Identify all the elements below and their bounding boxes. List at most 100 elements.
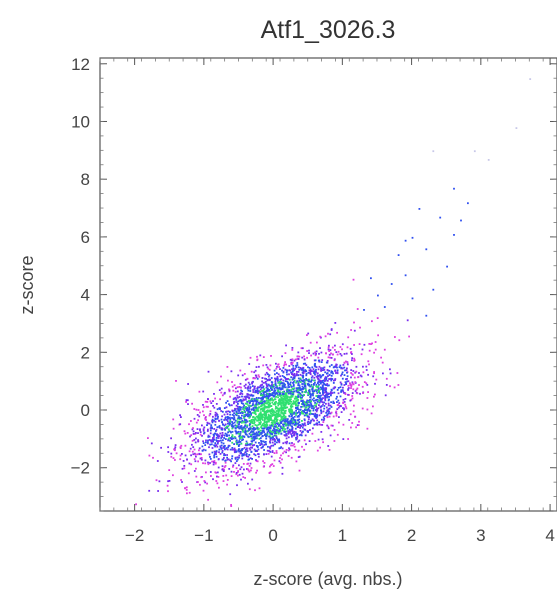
data-point [246, 403, 248, 405]
data-point [305, 374, 308, 377]
data-point [284, 434, 287, 437]
data-point [303, 404, 306, 407]
data-point [251, 425, 254, 427]
data-point [231, 427, 234, 430]
data-point [240, 442, 243, 445]
data-point [193, 408, 196, 410]
data-point [281, 429, 284, 432]
data-point [319, 335, 322, 338]
data-point [234, 436, 236, 438]
data-point [259, 391, 261, 394]
data-point [356, 424, 359, 426]
data-point [236, 386, 239, 389]
data-point [264, 373, 267, 376]
data-point [326, 383, 329, 385]
data-point [339, 405, 341, 408]
data-point [331, 378, 334, 380]
data-point [326, 369, 329, 371]
data-point [329, 412, 331, 415]
outlier-point [377, 294, 379, 297]
data-point [215, 450, 218, 452]
data-point [226, 448, 229, 451]
data-point [275, 367, 278, 370]
data-point [289, 381, 292, 384]
data-point [203, 431, 206, 434]
data-point [190, 420, 192, 422]
data-point [335, 413, 338, 415]
data-point [330, 389, 333, 392]
outlier-point [390, 283, 393, 285]
data-point [294, 419, 297, 422]
data-point [276, 420, 278, 422]
data-point [200, 457, 203, 459]
data-point [255, 445, 258, 447]
data-point [210, 402, 213, 404]
outlier-point [432, 150, 435, 153]
data-point [242, 420, 245, 423]
data-point [324, 379, 326, 382]
data-point [224, 448, 226, 451]
data-point [256, 450, 259, 452]
data-point [279, 425, 282, 428]
data-point [263, 424, 265, 427]
data-point [351, 382, 354, 385]
data-point [373, 371, 375, 373]
data-point [341, 371, 344, 374]
data-point [252, 418, 254, 421]
data-point [282, 425, 285, 428]
data-point [286, 391, 289, 394]
data-point [341, 389, 344, 391]
data-point [287, 421, 290, 423]
data-point [313, 379, 315, 382]
data-point [331, 371, 334, 373]
data-point [325, 384, 327, 386]
data-point [319, 446, 321, 449]
data-point [340, 383, 343, 386]
data-point [322, 381, 325, 384]
data-point [205, 439, 207, 442]
data-point [330, 379, 333, 382]
data-point [310, 403, 313, 406]
data-point [324, 396, 326, 398]
data-point [316, 449, 319, 452]
data-point [282, 442, 285, 445]
data-point [314, 373, 316, 376]
data-point [297, 382, 300, 385]
data-point [358, 420, 360, 423]
data-point [357, 376, 359, 379]
data-point [277, 373, 280, 376]
data-point [247, 462, 249, 465]
data-point [269, 431, 271, 433]
x-tick-label: −1 [194, 526, 213, 545]
data-point [231, 425, 234, 427]
data-point [254, 377, 256, 380]
data-point [350, 372, 352, 374]
data-point [198, 449, 200, 452]
data-point [273, 427, 275, 430]
data-point [303, 401, 306, 404]
data-point [211, 447, 214, 449]
data-point [156, 460, 159, 462]
data-point [247, 396, 249, 399]
data-point [381, 361, 384, 364]
data-point [288, 415, 291, 418]
data-point [232, 425, 235, 428]
data-point [217, 435, 220, 437]
data-point [262, 364, 265, 367]
data-point [254, 417, 257, 420]
data-point [322, 419, 325, 422]
data-point [340, 354, 343, 357]
data-point [223, 457, 225, 459]
data-point [323, 417, 326, 420]
data-point [269, 394, 271, 397]
data-point [269, 465, 271, 468]
data-point [305, 378, 307, 380]
data-point [259, 411, 262, 414]
data-point [283, 406, 285, 409]
data-point [236, 456, 239, 459]
data-point [302, 386, 305, 389]
data-point [372, 405, 374, 408]
data-point [296, 370, 298, 373]
data-point [297, 424, 300, 427]
data-point [277, 402, 279, 405]
